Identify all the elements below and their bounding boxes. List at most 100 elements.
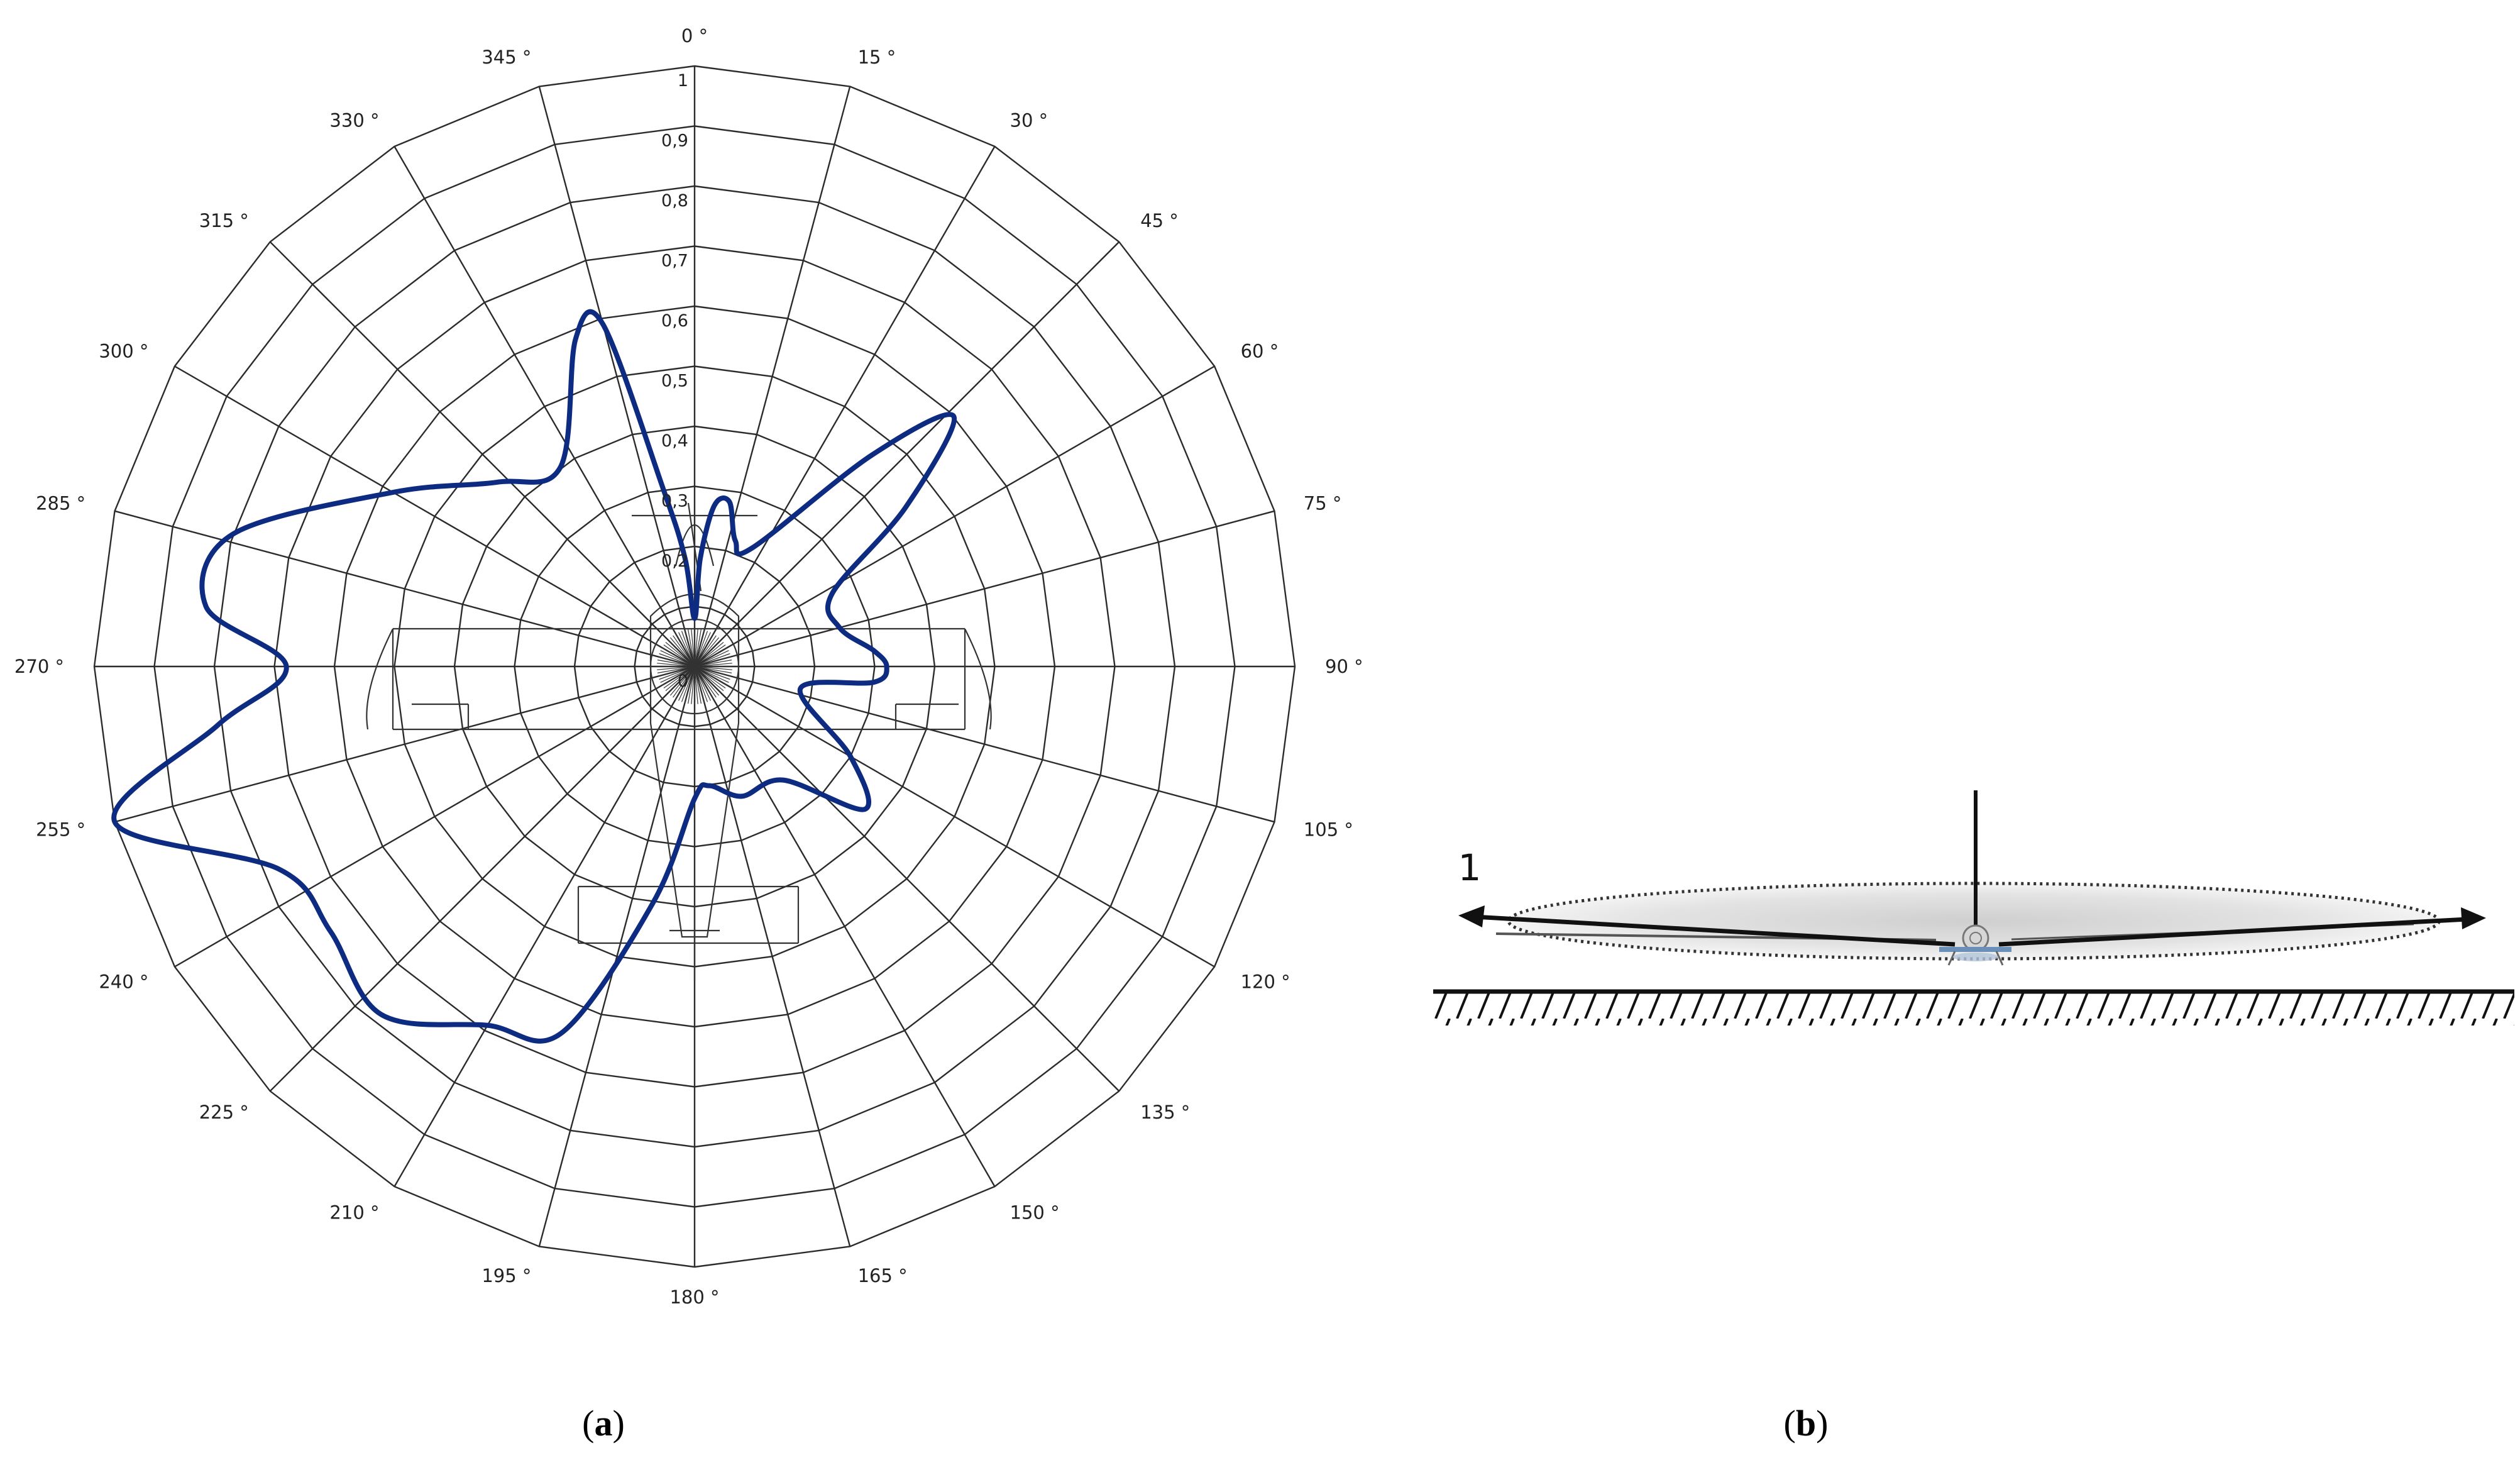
hub-spoke xyxy=(694,653,730,667)
hub-spoke xyxy=(694,666,720,696)
hub-spoke xyxy=(657,660,695,667)
side-view-schematic: 1 xyxy=(1433,790,2514,1026)
angle-tick-label: 15 ° xyxy=(858,47,896,68)
grid-spoke xyxy=(174,665,695,968)
grid-spoke xyxy=(693,146,996,667)
aircraft-outline-path xyxy=(649,593,740,938)
hub-spoke xyxy=(694,629,702,667)
arrow-label-1: 1 xyxy=(1458,846,1482,889)
grid-spoke xyxy=(694,365,1215,668)
angle-tick-label: 180 ° xyxy=(669,1286,719,1308)
hub-spoke xyxy=(694,637,720,667)
grid-spoke xyxy=(694,666,1120,1092)
hub-spoke xyxy=(660,666,695,683)
angle-tick-label: 300 ° xyxy=(99,341,148,362)
angle-tick-label: 105 ° xyxy=(1304,819,1353,841)
hub-spoke xyxy=(665,666,695,692)
aircraft-outline-path xyxy=(964,628,992,730)
arrow-left-line xyxy=(1473,914,1956,947)
angle-tick-label: 150 ° xyxy=(1010,1202,1060,1224)
hub-spoke xyxy=(673,666,695,698)
aircraft-outline-path xyxy=(366,628,393,730)
hub-spoke xyxy=(669,666,695,696)
radial-tick-labels: 0 0,2 0,3 0,4 0,5 0,6 0,7 0,8 0,9 1 xyxy=(661,71,688,691)
arrow-left-head xyxy=(1458,905,1485,927)
grid-spoke xyxy=(693,666,996,1187)
hub-spoke xyxy=(694,639,722,667)
angle-tick-label: 285 ° xyxy=(36,492,85,514)
grid-spoke xyxy=(693,666,851,1247)
angle-tick-label: 195 ° xyxy=(481,1265,531,1286)
grid-spoke xyxy=(393,666,696,1187)
hub-spoke xyxy=(657,666,695,670)
hub-spoke xyxy=(694,666,698,704)
hub-spoke xyxy=(694,666,711,701)
caption-a-letter: a xyxy=(595,1403,613,1444)
grid-spoke xyxy=(114,510,695,668)
hub-spoke xyxy=(694,650,729,667)
grid-spoke xyxy=(114,665,695,823)
grid-spoke xyxy=(269,241,695,667)
hub-spoke xyxy=(694,666,714,700)
hub-spoke xyxy=(661,647,695,667)
hub-spoke xyxy=(668,639,695,667)
hub-spoke xyxy=(659,653,695,667)
aircraft-front-view xyxy=(1939,924,2011,966)
radial-tick-label: 0,3 xyxy=(661,492,688,511)
hub-spoke xyxy=(661,666,695,686)
radial-tick-label: 0,2 xyxy=(661,551,688,571)
hub-spoke xyxy=(694,641,724,667)
radial-tick-label: 0 xyxy=(678,672,688,691)
hub-spoke xyxy=(694,666,729,683)
angle-tick-label: 210 ° xyxy=(329,1202,379,1224)
hub-spoke xyxy=(694,666,728,686)
hub-spoke xyxy=(694,666,730,680)
angle-tick-label: 30 ° xyxy=(1010,109,1048,131)
hub-spoke xyxy=(660,650,695,667)
aircraft-top-view-drawing xyxy=(366,502,992,981)
hub-spoke xyxy=(688,666,695,704)
hub-spoke xyxy=(694,631,708,667)
hub-spoke xyxy=(678,632,695,667)
hub-spoke xyxy=(694,666,732,673)
radial-tick-label: 0,5 xyxy=(661,372,688,391)
radial-tick-label: 0,4 xyxy=(661,431,688,451)
grid-spoke xyxy=(538,666,696,1247)
hub-spoke xyxy=(694,656,732,667)
hub-spoke xyxy=(681,631,695,667)
hub-spoke xyxy=(694,647,728,667)
angle-tick-label: 135 ° xyxy=(1140,1102,1190,1123)
grid-spoke xyxy=(694,665,1215,968)
hub-spoke xyxy=(694,660,732,667)
angle-tick-label: 315 ° xyxy=(199,210,249,231)
hub-spoke xyxy=(681,666,695,702)
hub-spoke xyxy=(694,633,714,667)
ground-hatching xyxy=(1433,992,2514,1026)
arrow-right-line xyxy=(1998,917,2468,947)
hub-spoke xyxy=(658,666,695,677)
angle-tick-label: 90 ° xyxy=(1325,656,1363,677)
radial-tick-label: 0,9 xyxy=(661,131,688,151)
hub-spoke xyxy=(694,629,705,667)
angle-tick-label: 330 ° xyxy=(329,109,379,131)
angle-tick-label: 165 ° xyxy=(858,1265,908,1286)
hub-spoke xyxy=(694,666,732,677)
hub-spoke xyxy=(684,629,695,667)
angle-tick-label: 225 ° xyxy=(199,1102,249,1123)
hub-spoke xyxy=(694,666,732,670)
hub-spoke xyxy=(658,656,695,667)
angle-tick-label: 120 ° xyxy=(1241,971,1290,993)
pattern-curve xyxy=(111,309,957,1044)
polar-chart: 0 0,2 0,3 0,4 0,5 0,6 0,7 0,8 0,9 1 0 ° 15 ° 30 ° 45… xyxy=(14,25,1363,1308)
hub-spoke xyxy=(684,666,695,704)
caption-b: (b) xyxy=(1784,1403,1829,1444)
radial-tick-label: 0,7 xyxy=(661,252,688,271)
hub-spoke xyxy=(694,666,717,698)
polar-grid xyxy=(93,65,1296,1268)
hub-spoke xyxy=(675,633,695,667)
angle-tick-label: 270 ° xyxy=(14,656,64,677)
hub-spoke xyxy=(663,644,695,667)
caption-b-letter: b xyxy=(1796,1403,1816,1444)
hub-spoke xyxy=(694,635,717,667)
